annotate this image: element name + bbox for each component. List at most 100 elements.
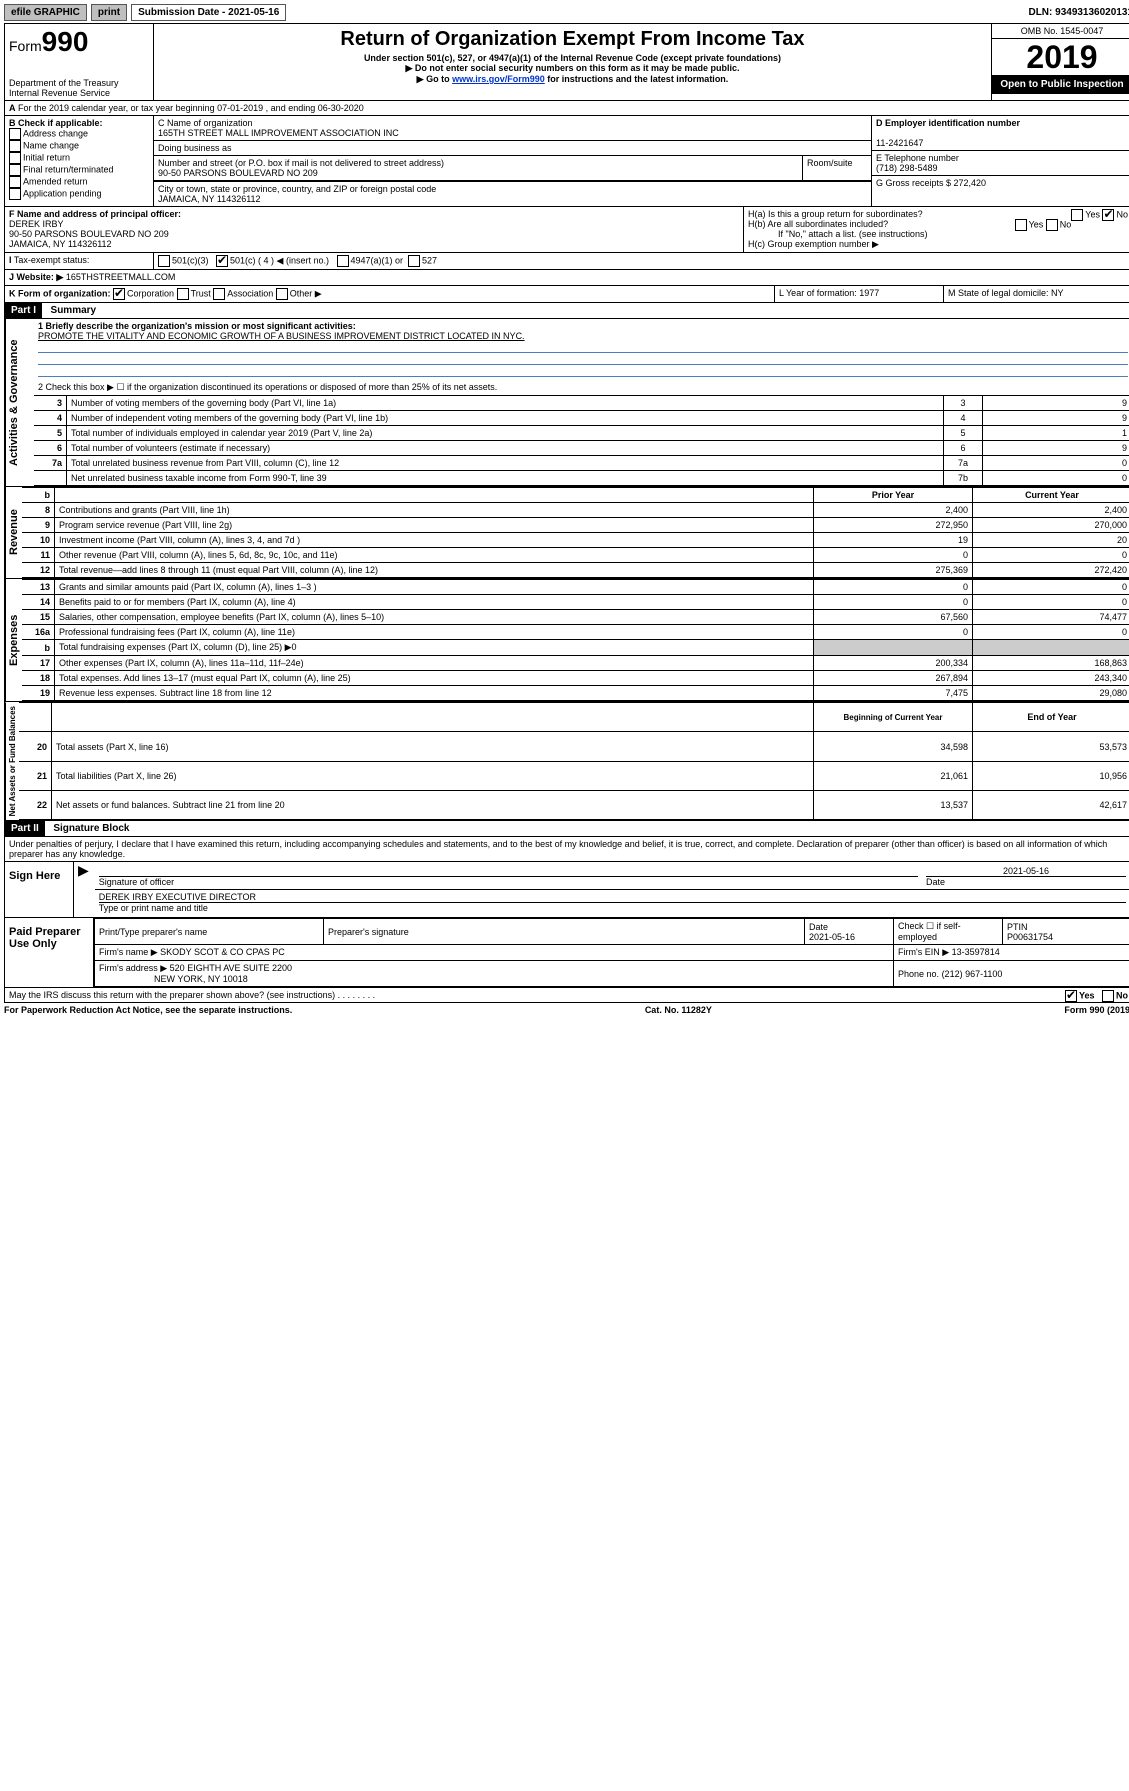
section-j-row: J Website: ▶ 165THSTREETMALL.COM: [5, 270, 1129, 286]
netassets-table: Beginning of Current YearEnd of Year 20T…: [19, 702, 1129, 820]
ein-label: D Employer identification number: [876, 118, 1020, 128]
expenses-section: Expenses 13Grants and similar amounts pa…: [5, 578, 1129, 701]
officer-addr: 90-50 PARSONS BOULEVARD NO 209: [9, 229, 169, 239]
paid-preparer-label: Paid Preparer Use Only: [5, 918, 94, 987]
preparer-table: Print/Type preparer's name Preparer's si…: [94, 918, 1129, 987]
omb-label: OMB No. 1545-0047: [992, 24, 1129, 39]
sig-date: 2021-05-16: [926, 866, 1126, 877]
state-domicile: M State of legal domicile: NY: [944, 286, 1129, 302]
checkbox-amended[interactable]: [9, 176, 21, 188]
ha-yes[interactable]: [1071, 209, 1083, 221]
gross-receipts: G Gross receipts $ 272,420: [872, 176, 1129, 190]
print-button[interactable]: print: [91, 4, 127, 21]
printed-name-label: Type or print name and title: [99, 903, 208, 913]
perjury-text: Under penalties of perjury, I declare th…: [5, 837, 1129, 862]
section-deg: D Employer identification number 11-2421…: [871, 116, 1129, 206]
dln-label: DLN: 93493136020131: [1028, 7, 1129, 18]
identity-row: B Check if applicable: Address change Na…: [5, 116, 1129, 207]
phone-value: (718) 298-5489: [876, 163, 938, 173]
printed-name: DEREK IRBY EXECUTIVE DIRECTOR: [99, 892, 1126, 903]
paid-preparer-row: Paid Preparer Use Only Print/Type prepar…: [5, 918, 1129, 988]
discuss-row: May the IRS discuss this return with the…: [5, 988, 1129, 1002]
discuss-yes[interactable]: [1065, 990, 1077, 1002]
cb-4947[interactable]: [337, 255, 349, 267]
sig-officer-label: Signature of officer: [99, 877, 174, 887]
hc-label: H(c) Group exemption number ▶: [748, 239, 1128, 250]
part1-header-row: Part I Summary: [5, 303, 1129, 319]
form-id-cell: Form990 Department of the Treasury Inter…: [5, 24, 154, 100]
officer-group-row: F Name and address of principal officer:…: [5, 207, 1129, 253]
section-f: F Name and address of principal officer:…: [5, 207, 744, 252]
org-name: 165TH STREET MALL IMPROVEMENT ASSOCIATIO…: [158, 128, 399, 138]
part1-body: Activities & Governance 1 Briefly descri…: [5, 319, 1129, 486]
revenue-table: bPrior YearCurrent Year 8Contributions a…: [22, 487, 1129, 578]
phone-label: E Telephone number: [876, 153, 959, 163]
firm-phone: (212) 967-1100: [942, 969, 1003, 979]
netassets-section: Net Assets or Fund Balances Beginning of…: [5, 701, 1129, 820]
sign-here-row: Sign Here ▶ Signature of officer 2021-05…: [5, 862, 1129, 918]
footer-left: For Paperwork Reduction Act Notice, see …: [4, 1005, 292, 1015]
form-number: 990: [42, 26, 89, 57]
ha-no[interactable]: [1102, 209, 1114, 221]
cb-501c[interactable]: [216, 255, 228, 267]
org-address: 90-50 PARSONS BOULEVARD NO 209: [158, 168, 318, 178]
dept-label: Department of the Treasury Internal Reve…: [9, 78, 149, 98]
form-header: Form990 Department of the Treasury Inter…: [5, 24, 1129, 101]
website-value: 165THSTREETMALL.COM: [66, 272, 176, 282]
governance-label: Activities & Governance: [5, 319, 34, 486]
submission-date-label: Submission Date - 2021-05-16: [131, 4, 286, 21]
hb-no[interactable]: [1046, 219, 1058, 231]
part2-title: Signature Block: [47, 823, 129, 834]
subtitle-3: ▶ Go to www.irs.gov/Form990 for instruct…: [156, 74, 989, 85]
cb-other[interactable]: [276, 288, 288, 300]
cb-501c3[interactable]: [158, 255, 170, 267]
hb-yes[interactable]: [1015, 219, 1027, 231]
checkbox-name-change[interactable]: [9, 140, 21, 152]
firm-name: SKODY SCOT & CO CPAS PC: [160, 947, 285, 957]
dba-label: Doing business as: [154, 141, 871, 156]
instructions-link[interactable]: www.irs.gov/Form990: [452, 74, 545, 84]
form-title: Return of Organization Exempt From Incom…: [156, 28, 989, 51]
section-h: H(a) Is this a group return for subordin…: [744, 207, 1129, 252]
cb-corp[interactable]: [113, 288, 125, 300]
checkbox-address-change[interactable]: [9, 128, 21, 140]
part1-badge: Part I: [5, 303, 42, 318]
open-public-badge: Open to Public Inspection: [992, 75, 1129, 94]
cb-527[interactable]: [408, 255, 420, 267]
checkbox-final-return[interactable]: [9, 164, 21, 176]
form-container: Form990 Department of the Treasury Inter…: [4, 23, 1129, 1003]
page-footer: For Paperwork Reduction Act Notice, see …: [4, 1003, 1129, 1017]
ein-value: 11-2421647: [876, 138, 923, 148]
officer-city: JAMAICA, NY 114326112: [9, 239, 112, 249]
sign-here-label: Sign Here: [5, 862, 74, 917]
sig-date-label: Date: [926, 877, 945, 887]
cb-assoc[interactable]: [213, 288, 225, 300]
q2: 2 Check this box ▶ ☐ if the organization…: [34, 380, 1129, 395]
line-a: A For the 2019 calendar year, or tax yea…: [5, 101, 1129, 116]
part2-header-row: Part II Signature Block: [5, 820, 1129, 837]
subtitle-1: Under section 501(c), 527, or 4947(a)(1)…: [156, 53, 989, 63]
form-prefix: Form: [9, 38, 42, 54]
officer-name: DEREK IRBY: [9, 219, 64, 229]
addr-label: Number and street (or P.O. box if mail i…: [158, 158, 444, 168]
form-title-cell: Return of Organization Exempt From Incom…: [154, 24, 991, 100]
governance-table: 3Number of voting members of the governi…: [34, 395, 1129, 486]
checkbox-app-pending[interactable]: [9, 188, 21, 200]
subtitle-2: ▶ Do not enter social security numbers o…: [156, 63, 989, 74]
revenue-section: Revenue bPrior YearCurrent Year 8Contrib…: [5, 486, 1129, 578]
checkbox-initial-return[interactable]: [9, 152, 21, 164]
ptin-value: P00631754: [1007, 932, 1053, 942]
part1-title: Summary: [45, 305, 97, 316]
footer-right: Form 990 (2019): [1064, 1005, 1129, 1015]
org-name-label: C Name of organization: [158, 118, 253, 128]
cb-trust[interactable]: [177, 288, 189, 300]
form-year-cell: OMB No. 1545-0047 2019 Open to Public In…: [991, 24, 1129, 100]
section-i-row: I Tax-exempt status: 501(c)(3) 501(c) ( …: [5, 253, 1129, 270]
q1: 1 Briefly describe the organization's mi…: [34, 319, 1129, 380]
expenses-label: Expenses: [5, 579, 22, 701]
city-label: City or town, state or province, country…: [158, 184, 436, 194]
section-klm-row: K Form of organization: Corporation Trus…: [5, 286, 1129, 303]
footer-center: Cat. No. 11282Y: [645, 1005, 712, 1015]
discuss-no[interactable]: [1102, 990, 1114, 1002]
efile-button[interactable]: efile GRAPHIC: [4, 4, 87, 21]
